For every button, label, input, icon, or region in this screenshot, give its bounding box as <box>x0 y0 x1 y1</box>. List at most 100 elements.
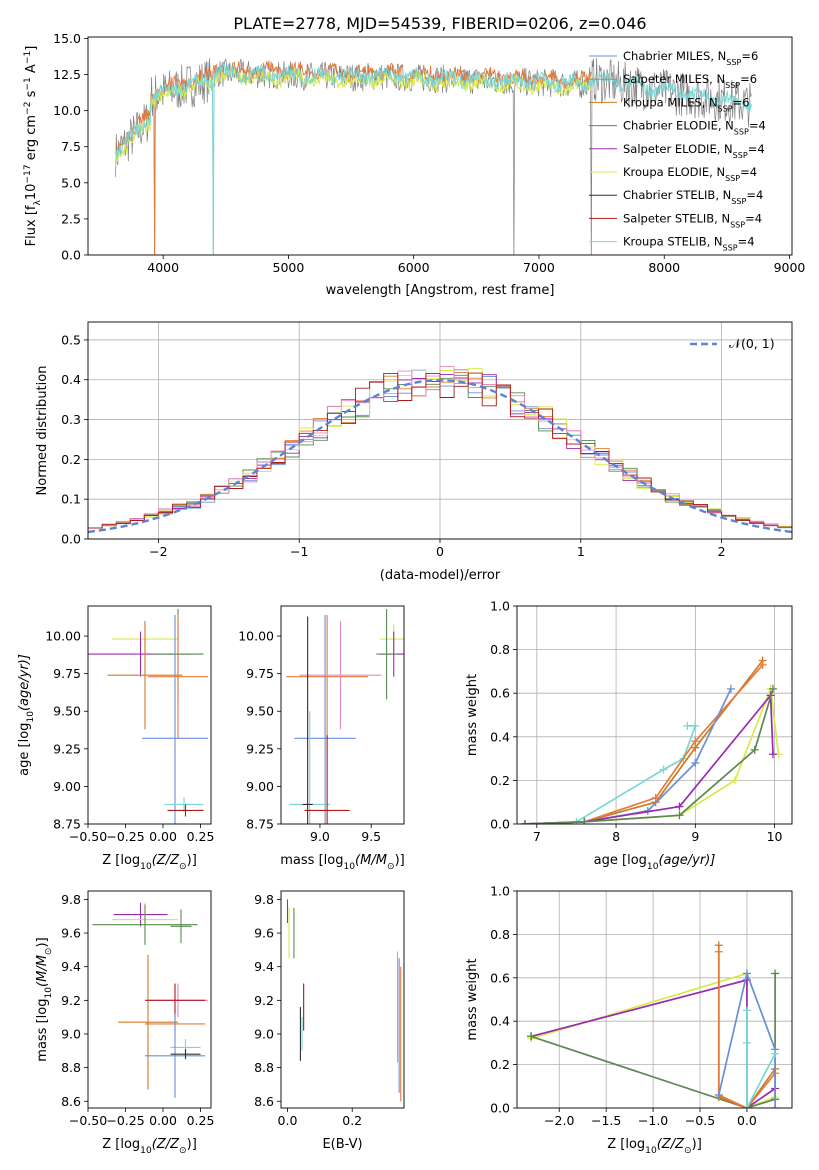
y-tick-label: 8.6 <box>254 1094 274 1109</box>
x-tick-label: −1.5 <box>591 1113 621 1128</box>
y-tick-label: 9.75 <box>53 666 81 681</box>
y-tick-label: 10.00 <box>45 629 81 644</box>
weight-point-marker <box>714 1090 723 1099</box>
weight-point-marker <box>651 793 660 802</box>
mass-vs-extinction-xlabel: E(B-V) <box>322 1137 362 1152</box>
y-tick-label: 1.0 <box>490 884 510 899</box>
weight-series-line <box>524 688 732 824</box>
model-spectrum <box>115 66 592 165</box>
weight-point-marker <box>771 1104 780 1108</box>
x-tick-label: −2.0 <box>544 1113 574 1128</box>
mass-vs-extinction-axes: 0.0 0.2 8.6 8.8 9.0 9.2 9.4 9.6 9.8 <box>254 892 362 1128</box>
weight-point-marker <box>768 750 777 759</box>
weight-point-marker <box>768 684 777 693</box>
residuals-axes: −2 −1 0 1 2 0.0 0.1 0.2 0.3 0.4 0.5 <box>61 322 792 559</box>
mass-vs-metallicity-axes: −0.50 −0.25 0.00 0.25 8.6 8.8 9.0 9.2 9.4 9.6 9.8 <box>61 892 214 1128</box>
y-tick-label: 10.0 <box>53 103 81 118</box>
y-tick-label: 0.3 <box>61 412 81 427</box>
weight-vs-age-series <box>520 656 783 824</box>
legend-entry: Salpeter MILES, NSSP=6 <box>623 72 757 90</box>
weight-point-marker <box>683 721 692 730</box>
weight-point-marker <box>726 684 735 693</box>
x-tick-label: −0.50 <box>69 829 107 844</box>
y-tick-label: 0.0 <box>490 1101 510 1116</box>
x-tick-label: 0.2 <box>342 1113 362 1128</box>
legend-entry: Salpeter ELODIE, NSSP=4 <box>623 142 765 160</box>
age-vs-metallicity-xlabel: Z [log10(Z/Z⊙)] <box>102 853 197 872</box>
y-tick-label: 9.2 <box>254 993 274 1008</box>
y-tick-label: 8.6 <box>61 1094 81 1109</box>
mass-vs-metallicity-ylabel: mass [log10(M/M⊙)] <box>35 937 54 1061</box>
y-tick-label: 9.4 <box>254 959 274 974</box>
x-tick-label: 0.00 <box>149 829 177 844</box>
y-tick-label: 0.2 <box>61 452 81 467</box>
x-tick-label: 0.25 <box>187 829 215 844</box>
weight-vs-metallicity-frame <box>516 890 793 1109</box>
y-tick-label: 9.00 <box>246 779 274 794</box>
y-tick-label: 0.4 <box>490 1014 510 1029</box>
weight-point-marker <box>742 1104 751 1108</box>
legend-entry: 𝒩(0, 1) <box>729 336 775 351</box>
x-tick-label: −0.50 <box>69 1113 107 1128</box>
weight-point-marker <box>771 1049 780 1058</box>
weight-point-marker <box>691 737 700 746</box>
y-tick-label: 9.50 <box>53 704 81 719</box>
x-tick-label: 0.25 <box>187 1113 215 1128</box>
age-vs-mass-xlabel: mass [log10(M/M⊙)] <box>280 853 404 872</box>
normal-curve <box>88 378 792 534</box>
legend-entry: Salpeter STELIB, NSSP=4 <box>623 211 762 229</box>
weight-vs-metallicity-series <box>527 941 780 1108</box>
weight-point-marker <box>750 745 759 754</box>
x-tick-label: 0.0 <box>737 1113 757 1128</box>
y-tick-label: 9.2 <box>61 993 81 1008</box>
y-tick-label: 0.8 <box>490 927 510 942</box>
x-tick-label: 9.5 <box>361 829 381 844</box>
weight-point-marker <box>714 947 723 956</box>
weight-vs-metallicity-axes: −2.0 −1.5 −1.0 −0.5 0.0 0.0 0.2 0.4 0.6 0.8 1.0 <box>490 884 792 1128</box>
y-tick-label: 0.2 <box>490 1057 510 1072</box>
x-tick-label: −1.0 <box>638 1113 668 1128</box>
weight-point-marker <box>527 1032 536 1041</box>
residuals-xlabel: (data-model)/error <box>380 568 501 583</box>
x-tick-label: 6000 <box>398 260 430 275</box>
weight-point-marker <box>730 776 739 785</box>
y-tick-label: 9.0 <box>254 1026 274 1041</box>
y-tick-label: 9.25 <box>53 741 81 756</box>
legend-entry: Kroupa ELODIE, NSSP=4 <box>623 165 757 183</box>
y-tick-label: 0.0 <box>490 817 510 832</box>
weight-series-line <box>746 1010 776 1108</box>
weight-point-marker <box>691 721 700 730</box>
weight-series-line <box>524 725 697 824</box>
age-vs-mass-frame <box>280 605 405 825</box>
y-tick-label: 0.0 <box>61 248 81 263</box>
age-vs-metallicity-ylabel: age [log10(age/yr)] <box>17 654 36 776</box>
weight-vs-age-axes: 7 8 9 10 0.0 0.2 0.4 0.6 0.8 1.0 <box>490 599 792 844</box>
weight-vs-metallicity-xlabel: Z [log10(Z/Z⊙)] <box>607 1137 702 1156</box>
residuals-frame <box>87 321 793 540</box>
x-tick-label: −2 <box>149 544 167 559</box>
age-vs-metallicity-points <box>88 609 208 824</box>
y-tick-label: 9.6 <box>61 926 81 941</box>
y-tick-label: 9.6 <box>254 926 274 941</box>
x-tick-label: 9000 <box>774 260 806 275</box>
mass-vs-extinction-frame <box>280 890 405 1109</box>
spectrum-ylabel: Flux [fλ10−17 erg cm−2 s−1 A−1] <box>23 46 43 247</box>
weight-point-marker <box>742 1038 751 1047</box>
x-tick-label: 5000 <box>273 260 305 275</box>
weight-point-marker <box>742 1006 751 1015</box>
legend-entry: Kroupa STELIB, NSSP=4 <box>623 235 755 253</box>
y-tick-label: 1.0 <box>490 599 510 614</box>
x-tick-label: 0.0 <box>278 1113 298 1128</box>
mass-vs-metallicity-frame <box>87 890 212 1109</box>
y-tick-label: 0.8 <box>490 642 510 657</box>
weight-vs-age-xlabel: age [log10(age/yr)] <box>594 853 716 872</box>
spectrum-xlabel: wavelength [Angstrom, rest frame] <box>326 283 555 298</box>
age-vs-metallicity-frame <box>87 605 212 825</box>
mass-vs-extinction-points <box>286 899 402 1102</box>
y-tick-label: 8.8 <box>254 1060 274 1075</box>
x-tick-label: 0.00 <box>149 1113 177 1128</box>
y-tick-label: 9.4 <box>61 959 81 974</box>
x-tick-label: 8000 <box>648 260 680 275</box>
x-tick-label: 7 <box>533 829 541 844</box>
